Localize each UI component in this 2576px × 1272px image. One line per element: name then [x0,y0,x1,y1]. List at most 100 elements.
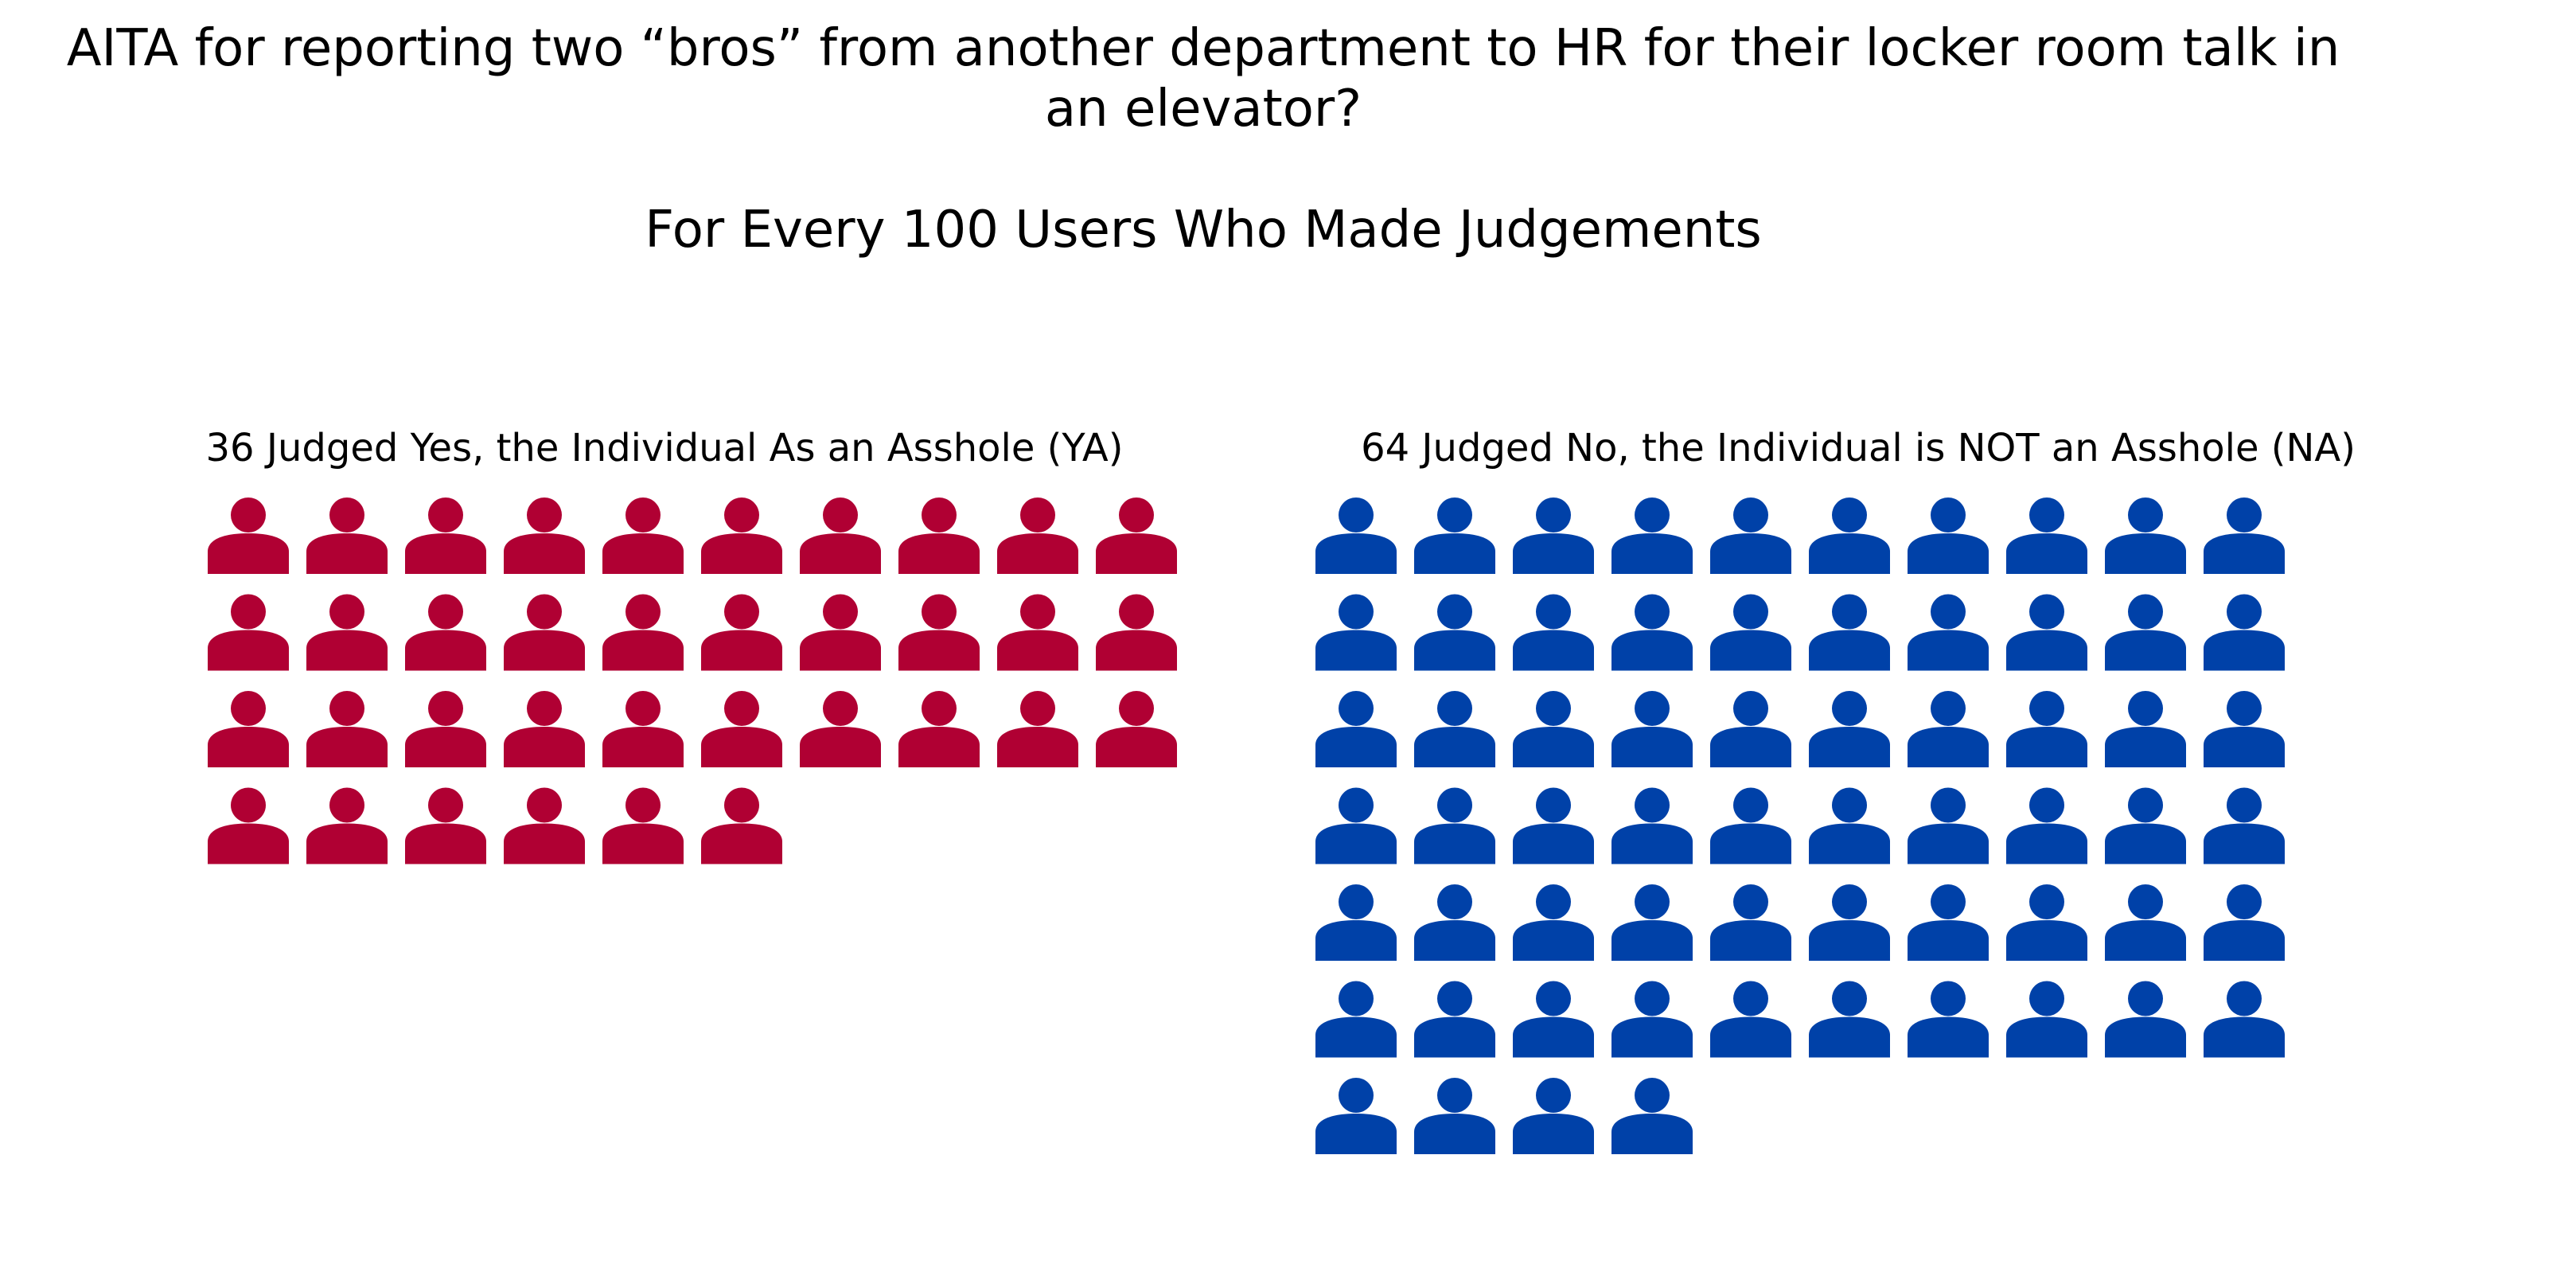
person-body [504,630,585,671]
person-icon-ya [701,497,782,574]
person-icon-ya [504,691,585,767]
person-head [625,691,661,726]
person-body [1315,727,1397,767]
group-label-ya: 36 Judged Yes, the Individual As an Assh… [205,426,1123,470]
person-head [1119,497,1154,533]
person-head [1536,1078,1571,1113]
person-body [1611,1016,1693,1058]
person-body [997,630,1078,671]
person-body [1315,920,1397,961]
person-body [701,533,782,574]
person-icon-na [1315,981,1397,1058]
person-head [823,594,858,630]
person-head [1020,497,1055,533]
person-icon-na [2204,981,2285,1058]
person-body [1513,727,1594,767]
person-icon-na [1315,787,1397,864]
person-icon-ya [405,594,486,671]
person-body [1513,1114,1594,1154]
person-body [2105,823,2186,864]
person-body [2006,920,2087,961]
person-body [405,727,486,767]
person-body [2204,920,2285,961]
person-icon-na [2105,594,2186,671]
person-icon-na [2105,981,2186,1058]
person-icon-ya [306,691,388,767]
person-head [1536,691,1571,726]
person-body [1710,533,1791,574]
person-head [1931,884,1966,919]
person-body [504,533,585,574]
person-head [2227,884,2262,919]
person-head [1119,691,1154,726]
person-icon-na [1414,981,1495,1058]
person-icon-na [2006,981,2087,1058]
person-head [1437,884,1472,919]
person-head [428,691,463,726]
person-head [1733,497,1768,533]
person-body [1710,920,1791,961]
person-icon-ya [898,691,980,767]
person-icon-na [2204,884,2285,961]
person-icon-na [2105,497,2186,574]
person-icon-na [1611,594,1693,671]
person-icon-na [1908,981,1989,1058]
person-icon-na [1414,497,1495,574]
person-body [306,823,388,864]
person-icon-ya [208,497,289,574]
person-icon-ya [800,594,881,671]
person-body [306,533,388,574]
person-body [1809,533,1890,574]
person-icon-na [1513,691,1594,767]
person-icon-ya [306,787,388,864]
person-icon-na [1513,787,1594,864]
person-head [231,594,266,630]
person-body [898,630,980,671]
person-body [898,533,980,574]
person-head [1119,594,1154,630]
person-body [1315,823,1397,864]
person-body [997,727,1078,767]
person-body [800,630,881,671]
person-body [1908,727,1989,767]
person-head [527,594,562,630]
person-icon-ya [800,691,881,767]
person-icon-ya [602,787,684,864]
person-icon-na [1315,594,1397,671]
person-icon-ya [898,497,980,574]
person-body [602,727,684,767]
person-icon-ya [208,691,289,767]
person-head [329,691,364,726]
person-head [1832,981,1867,1016]
person-body [1908,533,1989,574]
person-icon-na [1611,981,1693,1058]
person-body [1414,823,1495,864]
person-head [823,691,858,726]
person-body [898,727,980,767]
person-head [1635,1078,1670,1113]
person-icon-ya [997,594,1078,671]
person-body [1513,920,1594,961]
person-icon-na [2204,594,2285,671]
person-icon-ya [800,497,881,574]
person-body [2105,1016,2186,1058]
person-head [724,497,759,533]
person-icon-na [1908,497,1989,574]
person-body [1908,630,1989,671]
person-head [1832,691,1867,726]
person-body [208,823,289,864]
person-body [1611,920,1693,961]
person-icon-ya [701,691,782,767]
person-head [1832,884,1867,919]
person-icon-na [1611,884,1693,961]
person-icon-ya [504,497,585,574]
person-icon-na [1513,884,1594,961]
person-head [2128,691,2163,726]
person-head [1339,497,1374,533]
person-body [306,630,388,671]
person-body [1611,630,1693,671]
person-icon-ya [701,787,782,864]
person-head [1437,594,1472,630]
person-body [405,630,486,671]
person-icon-ya [1096,594,1177,671]
